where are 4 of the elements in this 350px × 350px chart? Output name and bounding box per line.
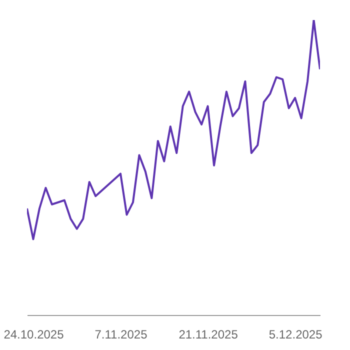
x-tick-label: 7.11.2025 [94, 328, 148, 342]
x-tick-label: 5.12.2025 [268, 328, 323, 342]
x-tick-label: 21.11.2025 [178, 328, 238, 342]
x-tick-label: 24.10.2025 [4, 328, 64, 342]
